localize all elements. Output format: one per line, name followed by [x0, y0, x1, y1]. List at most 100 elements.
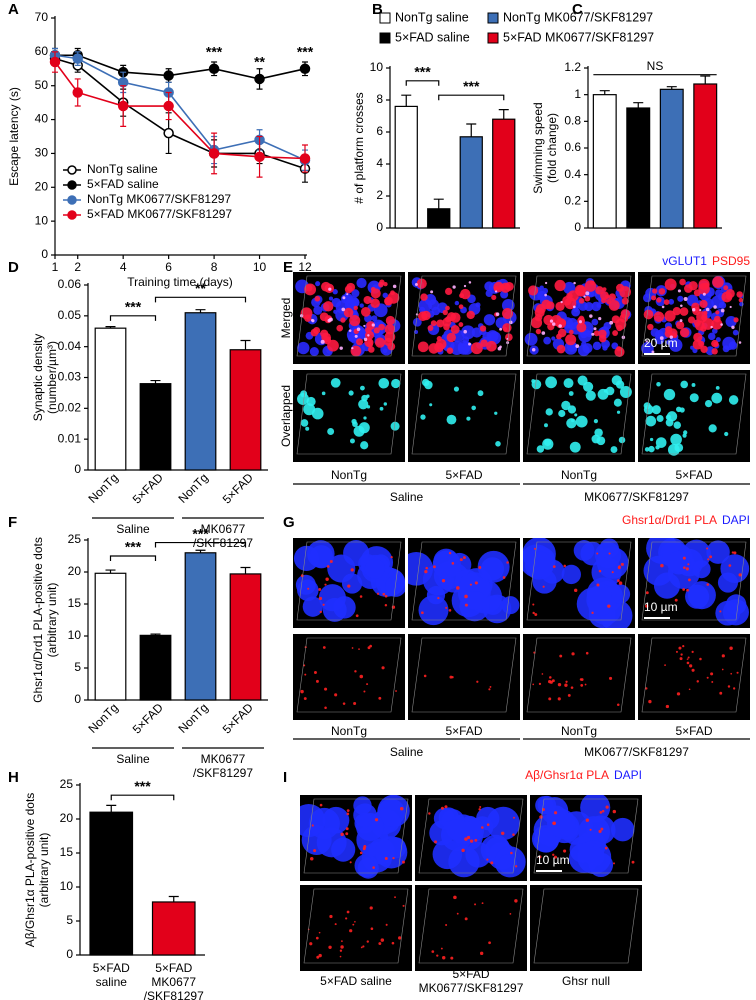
significance: ** — [254, 54, 265, 70]
group-label: MK0677/SKF81297 — [584, 490, 689, 504]
blob — [608, 293, 616, 301]
wireframe — [411, 373, 517, 455]
legend-label: NonTg saline — [87, 162, 158, 176]
blob — [346, 809, 350, 812]
blob — [493, 286, 499, 292]
micrograph-content — [641, 275, 744, 356]
blob — [524, 551, 554, 580]
micrograph-content — [300, 795, 410, 879]
blob — [655, 437, 667, 448]
blob — [371, 315, 378, 322]
column-label: 5×FAD — [445, 468, 482, 482]
blob — [575, 415, 588, 428]
blob — [571, 652, 575, 656]
blob — [303, 664, 306, 667]
blob — [683, 297, 688, 301]
blob — [641, 342, 654, 355]
blob — [533, 547, 536, 550]
blob — [691, 308, 696, 312]
blob — [385, 575, 405, 597]
blob — [674, 598, 678, 602]
blob — [596, 552, 599, 555]
blob — [645, 591, 649, 595]
blob — [362, 945, 365, 948]
blob — [442, 956, 446, 960]
blob — [602, 287, 607, 292]
blob — [363, 295, 372, 305]
blob — [682, 588, 686, 591]
y-tick-label: 10 — [68, 628, 82, 642]
blob — [656, 297, 662, 303]
blob — [390, 290, 395, 296]
micrograph — [530, 885, 642, 971]
wireframe — [296, 373, 402, 455]
blob — [359, 851, 363, 855]
significance: *** — [414, 64, 431, 80]
blob — [326, 565, 330, 568]
blob — [610, 584, 631, 604]
blob — [509, 913, 512, 915]
blob — [329, 914, 333, 919]
blob — [456, 586, 460, 590]
blob — [631, 860, 635, 864]
bar — [492, 118, 516, 229]
blob — [320, 339, 325, 344]
blob — [384, 603, 388, 607]
blob — [692, 560, 711, 579]
panel-letter: A — [8, 1, 19, 18]
bar — [592, 94, 617, 229]
blob — [480, 339, 488, 348]
blob — [609, 320, 614, 325]
blob — [720, 323, 723, 326]
significance: *** — [206, 43, 223, 59]
blob — [687, 581, 716, 610]
blob — [683, 566, 686, 570]
blob — [514, 865, 518, 868]
blob — [319, 610, 322, 614]
micrograph-content — [293, 539, 405, 622]
blob — [354, 920, 356, 923]
group-label: MK0677 — [201, 522, 246, 536]
blob — [645, 687, 648, 690]
blob — [371, 323, 375, 327]
blob — [563, 564, 567, 568]
legend-entry: Aβ/Ghsr1α PLA — [525, 768, 609, 782]
blob — [542, 585, 545, 588]
blob — [692, 339, 703, 350]
micrograph-content — [645, 645, 739, 709]
blob — [679, 307, 689, 316]
blob — [360, 441, 369, 450]
error-bar — [433, 198, 444, 209]
blob — [594, 542, 622, 569]
blob — [728, 564, 732, 567]
legend-entry: DAPI — [614, 768, 642, 782]
blob — [391, 941, 395, 945]
blob — [454, 300, 460, 306]
wireframe — [411, 541, 517, 621]
error-bar — [401, 94, 412, 107]
blob — [450, 325, 460, 334]
x-axis-label: Training time (days) — [127, 275, 233, 289]
blob — [733, 551, 737, 555]
blob — [731, 325, 735, 330]
blob — [359, 595, 363, 598]
blob — [315, 936, 319, 940]
blob — [471, 405, 476, 411]
x-tick-label: 8 — [211, 260, 218, 274]
y-tick-label: 0 — [66, 947, 73, 961]
blob — [340, 832, 344, 837]
blob — [723, 285, 729, 291]
blob — [728, 395, 739, 405]
row-label: Overlapped — [279, 385, 293, 447]
bar — [94, 572, 127, 701]
blob — [349, 929, 353, 933]
y-tick-label: 0.03 — [58, 370, 82, 384]
blob — [679, 278, 686, 286]
blob — [687, 563, 690, 566]
blob — [587, 290, 595, 298]
blob — [445, 305, 450, 311]
significance: *** — [192, 525, 209, 541]
blob — [648, 699, 652, 704]
blob — [327, 339, 339, 352]
